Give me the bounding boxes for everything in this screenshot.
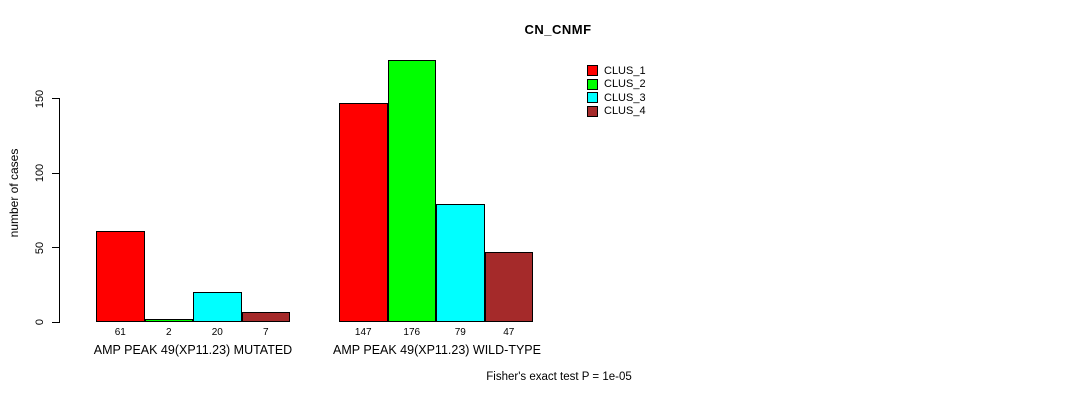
fisher-test-note: Fisher's exact test P = 1e-05: [486, 371, 632, 383]
legend-color-swatch-clus_3: [587, 92, 598, 103]
bar-value-label: 79: [454, 327, 466, 338]
legend-label: CLUS_3: [604, 91, 646, 104]
bar-value-label: 61: [114, 327, 126, 338]
legend-item-clus_3: CLUS_3: [587, 91, 646, 104]
legend-label: CLUS_4: [604, 105, 646, 117]
legend-color-swatch-clus_1: [587, 65, 598, 76]
bar-g2-clus_1: [339, 102, 388, 322]
bar-value-label: 20: [211, 327, 223, 338]
x-category-label-wild-type: AMP PEAK 49(XP11.23) WILD-TYPE: [333, 343, 541, 357]
legend-label: CLUS_2: [604, 78, 646, 90]
legend-color-swatch-clus_2: [587, 78, 598, 90]
y-axis-tick: [52, 247, 60, 248]
bar-value-label: 176: [403, 327, 421, 338]
y-axis-tick: [52, 98, 60, 99]
legend-item-clus_2: CLUS_2: [587, 78, 646, 91]
legend-label: CLUS_1: [604, 64, 646, 77]
y-axis-tick-label: 50: [34, 241, 46, 254]
bar-value-label: 7: [262, 327, 269, 338]
bar-g2-clus_2: [387, 59, 436, 322]
y-axis-tick: [52, 172, 60, 174]
y-axis-tick-label: 100: [34, 163, 46, 183]
bar-g1-clus_3: [193, 292, 242, 322]
y-axis-tick-label: 0: [34, 318, 46, 326]
bar-value-label: 147: [354, 327, 372, 338]
bar-g1-clus_1: [96, 231, 145, 322]
bar-value-label: 2: [165, 327, 172, 338]
bar-value-label: 47: [503, 327, 515, 338]
y-axis-line: [59, 98, 60, 323]
chart-title: CN_CNMF: [524, 22, 592, 37]
y-axis-tick: [52, 321, 60, 323]
bar-g2-clus_4: [484, 251, 533, 322]
legend-item-clus_4: CLUS_4: [587, 105, 646, 118]
y-axis-tick-label: 150: [34, 89, 46, 108]
bar-g2-clus_3: [436, 204, 485, 322]
legend-item-clus_1: CLUS_1: [587, 64, 646, 77]
bar-g1-clus_4: [241, 311, 290, 322]
legend-color-swatch-clus_4: [587, 105, 598, 117]
x-category-label-mutated: AMP PEAK 49(XP11.23) MUTATED: [93, 343, 293, 357]
bar-g1-clus_2: [144, 319, 193, 322]
y-axis-label: number of cases: [7, 148, 21, 238]
